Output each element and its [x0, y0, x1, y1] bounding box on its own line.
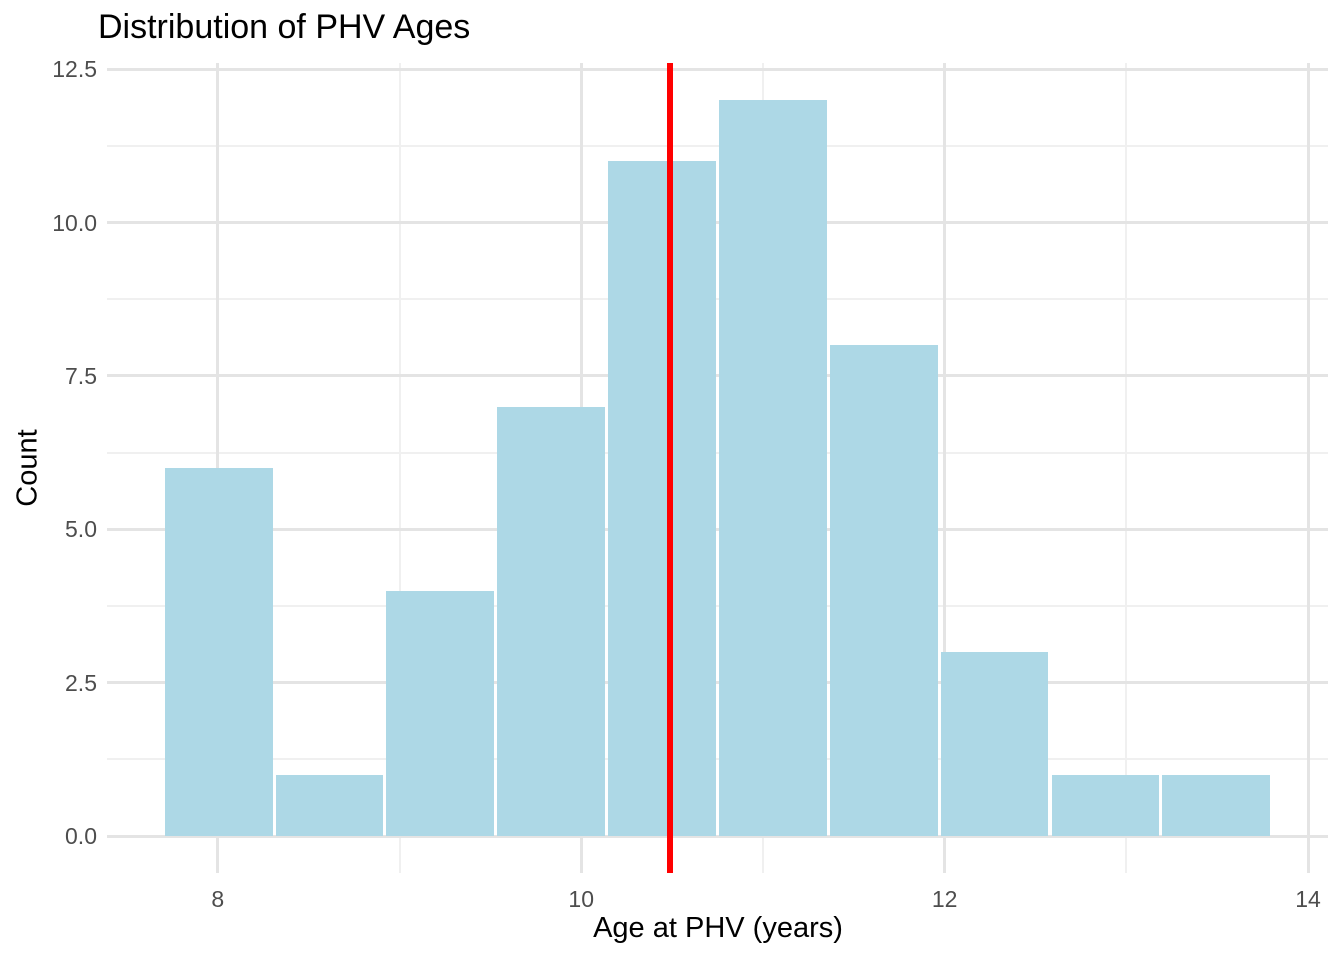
y-tick-label: 0.0 — [65, 823, 97, 850]
y-tick-label: 5.0 — [65, 516, 97, 543]
y-tick-label: 10.0 — [52, 209, 97, 236]
gridline-y-major — [107, 527, 1328, 531]
gridline-y-minor — [107, 144, 1328, 147]
chart-title: Distribution of PHV Ages — [98, 8, 471, 46]
gridline-x-minor — [398, 63, 401, 873]
histogram-bar — [164, 468, 273, 837]
gridline-y-minor — [107, 451, 1328, 454]
y-tick-label: 12.5 — [52, 56, 97, 83]
gridline-y-major — [107, 67, 1328, 71]
histogram-bar — [719, 99, 827, 837]
plot-panel — [107, 63, 1328, 873]
x-axis-title-text: Age at PHV (years) — [593, 912, 843, 944]
gridline-y-major — [107, 834, 1328, 838]
histogram-bar — [386, 590, 495, 837]
histogram-bar — [1162, 774, 1271, 837]
y-tick-label: 2.5 — [65, 669, 97, 696]
gridline-x-minor — [1125, 63, 1128, 873]
gridline-y-major — [107, 374, 1328, 378]
mean-reference-line — [667, 63, 674, 873]
histogram-bar — [940, 652, 1049, 837]
y-axis-title: Count — [11, 429, 44, 507]
gridline-y-major — [107, 681, 1328, 685]
gridline-x-major — [943, 63, 947, 873]
histogram-bar — [829, 345, 938, 837]
x-tick-label: 10 — [568, 886, 595, 912]
x-tick-label: 12 — [931, 886, 958, 912]
gridline-y-minor — [107, 605, 1328, 608]
histogram-bar — [497, 406, 606, 837]
gridline-y-major — [107, 221, 1328, 225]
x-tick-label: 14 — [1295, 886, 1321, 912]
gridline-x-major — [1306, 63, 1310, 873]
x-axis-title: Age at PHV (years) — [0, 912, 1344, 945]
histogram-bar — [1051, 774, 1160, 837]
gridline-y-minor — [107, 298, 1328, 301]
x-tick-label: 8 — [211, 886, 225, 912]
y-tick-label: 7.5 — [65, 362, 97, 389]
histogram-bar — [608, 161, 716, 837]
histogram-bar — [275, 774, 384, 837]
gridline-y-minor — [107, 758, 1328, 761]
